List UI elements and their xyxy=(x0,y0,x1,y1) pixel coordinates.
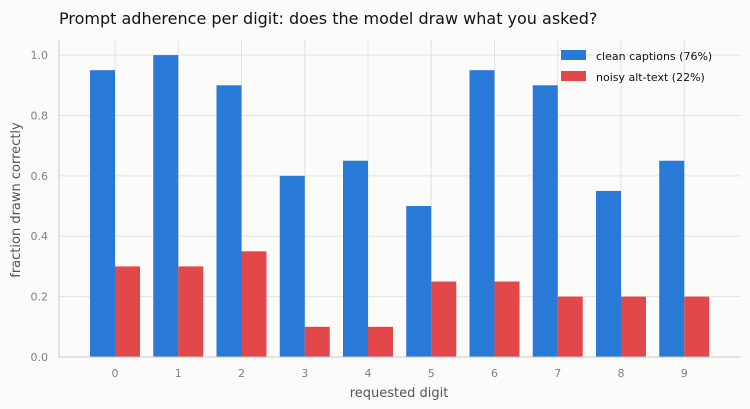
bar xyxy=(304,326,330,357)
y-tick-label: 0.4 xyxy=(31,230,49,243)
bar xyxy=(596,190,621,357)
x-tick-label: 0 xyxy=(112,367,119,380)
legend: clean captions (76%) noisy alt-text (22%… xyxy=(561,50,712,84)
bar xyxy=(406,206,432,357)
legend-swatch-noisy xyxy=(561,71,586,81)
bar xyxy=(115,266,140,357)
bar xyxy=(659,160,685,357)
bar xyxy=(469,70,495,357)
bars xyxy=(90,55,710,358)
bar xyxy=(90,70,115,357)
legend-label-noisy: noisy alt-text (22%) xyxy=(596,71,705,84)
x-tick-label: 6 xyxy=(491,367,498,380)
axes xyxy=(58,40,740,358)
x-tick-label: 5 xyxy=(428,367,435,380)
y-tick-label: 0.0 xyxy=(31,351,49,364)
x-tick-label: 1 xyxy=(175,367,182,380)
y-tick-label: 0.6 xyxy=(31,170,49,183)
x-tick-label: 3 xyxy=(301,367,308,380)
bar xyxy=(216,85,242,358)
bar xyxy=(343,160,368,357)
legend-swatch-clean xyxy=(561,50,586,60)
x-tick-label: 2 xyxy=(238,367,245,380)
bar xyxy=(557,296,583,357)
y-tick-label: 0.8 xyxy=(31,109,49,122)
legend-label-clean: clean captions (76%) xyxy=(596,50,712,63)
bar xyxy=(178,266,204,357)
x-tick-label: 7 xyxy=(554,367,561,380)
bar xyxy=(684,296,710,357)
bar xyxy=(532,85,558,358)
y-tick-label: 0.2 xyxy=(31,291,49,304)
bar xyxy=(241,251,267,357)
chart-title: Prompt adherence per digit: does the mod… xyxy=(59,9,597,28)
y-tick-label: 1.0 xyxy=(31,49,49,62)
bar xyxy=(279,175,305,357)
bar xyxy=(368,326,393,357)
x-axis-label: requested digit xyxy=(350,386,449,401)
bar xyxy=(153,55,179,357)
x-tick-label: 8 xyxy=(618,367,625,380)
bar xyxy=(494,281,520,357)
bar xyxy=(621,296,646,357)
x-tick-label: 9 xyxy=(681,367,688,380)
x-tick-label: 4 xyxy=(365,367,372,380)
y-axis-label: fraction drawn correctly xyxy=(9,122,24,278)
bar xyxy=(431,281,457,357)
tick-labels: 0.0 0.2 0.4 0.6 0.8 1.0 0 1 2 3 4 5 6 7 8 9 xyxy=(31,49,688,380)
